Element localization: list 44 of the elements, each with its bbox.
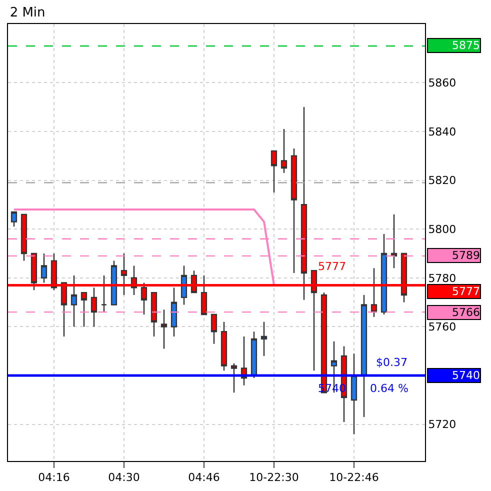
x-tick-label: 10-22:46 bbox=[329, 471, 379, 484]
candlestick bbox=[180, 265, 188, 306]
candlestick bbox=[80, 292, 88, 328]
candlestick bbox=[110, 260, 118, 306]
annotation: $0.37 bbox=[376, 356, 408, 369]
annotation: 5777 bbox=[318, 260, 346, 273]
candlestick bbox=[220, 321, 228, 372]
y-tick-label: 5720 bbox=[428, 418, 456, 432]
chart-title: 2 Min bbox=[10, 5, 46, 20]
candlestick bbox=[350, 352, 358, 435]
x-tick-label: 04:46 bbox=[188, 471, 220, 484]
ref-line-label: 5777 bbox=[452, 285, 480, 298]
candlestick bbox=[260, 321, 268, 357]
candlestick bbox=[290, 148, 298, 274]
ref-line-label: 5875 bbox=[452, 39, 480, 52]
candlestick bbox=[160, 309, 168, 350]
y-tick-label: 5840 bbox=[428, 125, 456, 138]
x-tick-label: 04:16 bbox=[38, 471, 70, 484]
y-tick-label: 5760 bbox=[428, 320, 456, 334]
x-tick-label: 04:30 bbox=[108, 471, 140, 484]
candlestick bbox=[10, 211, 18, 228]
annotation: 0.64 % bbox=[370, 382, 408, 395]
candlestick bbox=[380, 233, 388, 316]
ref-line-label: 5740 bbox=[452, 369, 480, 382]
ref-line-label: 5766 bbox=[452, 306, 480, 319]
y-tick-label: 5820 bbox=[428, 174, 456, 188]
y-tick-label: 5800 bbox=[428, 222, 456, 236]
candlestick bbox=[100, 274, 108, 313]
y-tick-label: 5780 bbox=[428, 272, 456, 285]
candlestick bbox=[170, 287, 178, 338]
y-tick-label: 5860 bbox=[428, 76, 456, 90]
candlestick bbox=[270, 150, 278, 194]
x-tick-label: 10-22:30 bbox=[249, 471, 299, 484]
candlestick bbox=[230, 362, 238, 394]
candlestick bbox=[210, 314, 218, 344]
candlestick bbox=[360, 294, 368, 418]
candlestick bbox=[150, 292, 158, 338]
candlestick bbox=[250, 331, 258, 379]
candlestick bbox=[70, 274, 78, 328]
candlestick bbox=[40, 252, 48, 284]
candlestick bbox=[390, 214, 398, 269]
ref-line-label: 5789 bbox=[452, 249, 480, 262]
candlestick bbox=[280, 128, 288, 174]
candlestick bbox=[20, 214, 28, 262]
